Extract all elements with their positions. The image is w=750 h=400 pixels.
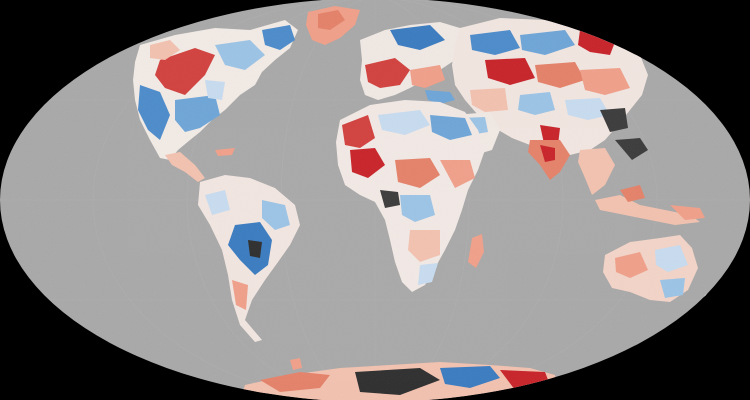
world-map — [0, 0, 750, 400]
texture-overlay — [0, 0, 750, 400]
land-masses — [0, 0, 750, 400]
anomaly-map-svg — [0, 0, 750, 400]
